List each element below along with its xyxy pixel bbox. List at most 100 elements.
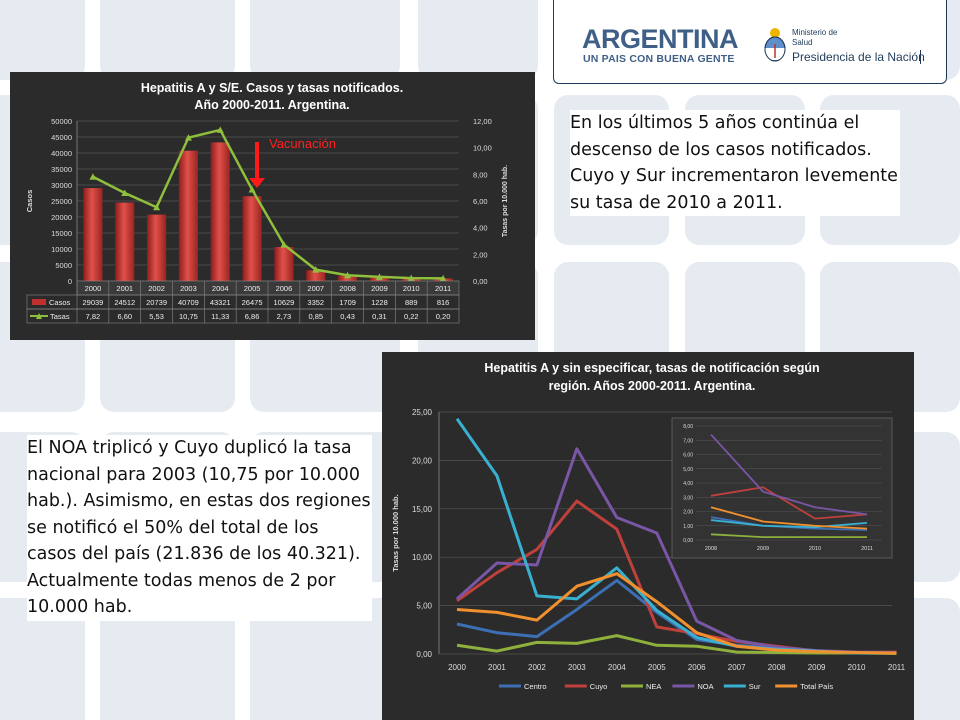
table-casos-2004: 43321	[210, 298, 231, 307]
inset-y-tick-label: 4,00	[683, 481, 693, 487]
brand-slogan: UN PAIS CON BUENA GENTE	[583, 53, 735, 65]
vaccination-arrow-head	[249, 178, 265, 188]
inset-background	[671, 417, 893, 559]
bar-casos-2004	[210, 142, 230, 281]
y2-tick-label: 0,00	[473, 277, 488, 286]
inset-y-tick-label: 5,00	[683, 467, 693, 473]
y-tick-label: 10,00	[412, 553, 433, 562]
vaccination-arrow-shaft	[255, 142, 259, 180]
table-casos-2010: 889	[405, 298, 418, 307]
y2-axis-label: Tasas por 10.000 hab.	[502, 165, 509, 237]
y-tick-label: 50000	[51, 117, 72, 126]
table-tasas-2005: 6,86	[245, 312, 260, 321]
table-tasas-2002: 5,53	[149, 312, 164, 321]
x-tick-label-2009: 2009	[808, 663, 826, 672]
header-banner: ARGENTINA UN PAIS CON BUENA GENTE Minist…	[553, 0, 947, 84]
y2-tick-label: 2,00	[473, 250, 488, 259]
table-casos-2003: 40709	[178, 298, 199, 307]
y-tick-label: 15000	[51, 229, 72, 238]
bar-casos-2006	[274, 246, 294, 281]
table-casos-2005: 26475	[242, 298, 263, 307]
background-tile	[0, 0, 85, 80]
ministry-line2: Salud	[792, 38, 813, 47]
y-tick-label: 0,00	[416, 650, 432, 659]
legend-label-noa: NOA	[697, 682, 713, 691]
table-year-2001: 2001	[116, 284, 133, 293]
inset-x-tick-label-2009: 2009	[757, 546, 769, 552]
inset-series-line-total-país	[710, 506, 868, 530]
presidency-label: Presidencia de la Nación	[792, 50, 925, 64]
table-tasas-2001: 6,60	[117, 312, 132, 321]
bar-casos-2007	[306, 270, 326, 281]
y-tick-label: 20,00	[412, 456, 433, 465]
background-tile	[250, 598, 400, 720]
table-year-2000: 2000	[85, 284, 102, 293]
point-tasas-2000	[89, 173, 97, 180]
table-year-2003: 2003	[180, 284, 197, 293]
x-tick-label-2002: 2002	[528, 663, 546, 672]
table-casos-2008: 1709	[339, 298, 356, 307]
inset-y-tick-label: 6,00	[683, 453, 693, 459]
point-tasas-2011	[439, 274, 447, 282]
legend-label-tasas: Tasas	[50, 312, 70, 321]
legend-label-total-país: Total País	[800, 682, 833, 691]
brand-logo-text: ARGENTINA	[582, 24, 739, 54]
table-tasas-2004: 11,33	[211, 312, 229, 321]
y-tick-label: 25000	[51, 197, 72, 206]
legend-label-nea: NEA	[646, 682, 661, 691]
legend-label-cuyo: Cuyo	[590, 682, 608, 691]
inset-x-tick-label-2010: 2010	[809, 546, 821, 552]
table-casos-2000: 29039	[82, 298, 103, 307]
table-casos-2001: 24512	[114, 298, 135, 307]
table-tasas-2011: 0,20	[436, 312, 451, 321]
table-year-2008: 2008	[339, 284, 356, 293]
background-tile	[418, 0, 538, 80]
x-tick-label-2004: 2004	[608, 663, 626, 672]
y2-tick-label: 4,00	[473, 224, 488, 233]
y2-tick-label: 8,00	[473, 170, 488, 179]
legend-marker-tasas	[36, 313, 42, 319]
chart-title-line2: Año 2000-2011. Argentina.	[194, 98, 349, 112]
coat-of-arms-icon	[764, 28, 786, 62]
table-year-2002: 2002	[148, 284, 165, 293]
bar-casos-2001	[115, 202, 135, 281]
point-tasas-2006	[280, 241, 288, 248]
chart-title-line2: región. Años 2000-2011. Argentina.	[549, 379, 756, 393]
table-tasas-2010: 0,22	[404, 312, 419, 321]
table-casos-2011: 816	[437, 298, 450, 307]
x-tick-label-2006: 2006	[688, 663, 706, 672]
y-tick-label: 25,00	[412, 408, 433, 417]
background-tile	[0, 598, 85, 720]
table-casos-2006: 10629	[273, 298, 294, 307]
y-tick-label: 30000	[51, 181, 72, 190]
y2-tick-label: 10,00	[473, 144, 492, 153]
y-tick-label: 0	[68, 277, 72, 286]
y-tick-label: 45000	[51, 133, 72, 142]
table-year-2011: 2011	[435, 284, 451, 293]
inset-y-tick-label: 2,00	[683, 510, 693, 516]
y-tick-label: 20000	[51, 213, 72, 222]
table-tasas-2003: 10,75	[179, 312, 198, 321]
x-tick-label-2008: 2008	[768, 663, 786, 672]
summary-text-bottom: El NOA triplicó y Cuyo duplicó la tasa n…	[27, 435, 372, 621]
inset-series-line-nea	[710, 533, 867, 539]
table-year-2010: 2010	[403, 284, 420, 293]
bar-casos-2000	[83, 188, 103, 281]
legend-label-centro: Centro	[524, 682, 547, 691]
legend-label-casos: Casos	[49, 298, 71, 307]
y2-tick-label: 12,00	[473, 117, 492, 126]
table-tasas-2008: 0,43	[340, 312, 355, 321]
inset-y-tick-label: 3,00	[683, 495, 693, 501]
table-year-2006: 2006	[276, 284, 293, 293]
line-tasas	[92, 128, 444, 280]
x-tick-label-2010: 2010	[848, 663, 866, 672]
table-tasas-2000: 7,82	[86, 312, 101, 321]
x-tick-label-2007: 2007	[728, 663, 746, 672]
divider	[920, 50, 921, 64]
inset-series-line-sur	[710, 519, 868, 529]
summary-text-top: En los últimos 5 años continúa el descen…	[570, 110, 900, 216]
x-tick-label-2011: 2011	[888, 663, 906, 672]
y2-tick-label: 6,00	[473, 197, 488, 206]
y-tick-label: 5000	[55, 261, 72, 270]
inset-y-tick-label: 7,00	[683, 438, 693, 444]
